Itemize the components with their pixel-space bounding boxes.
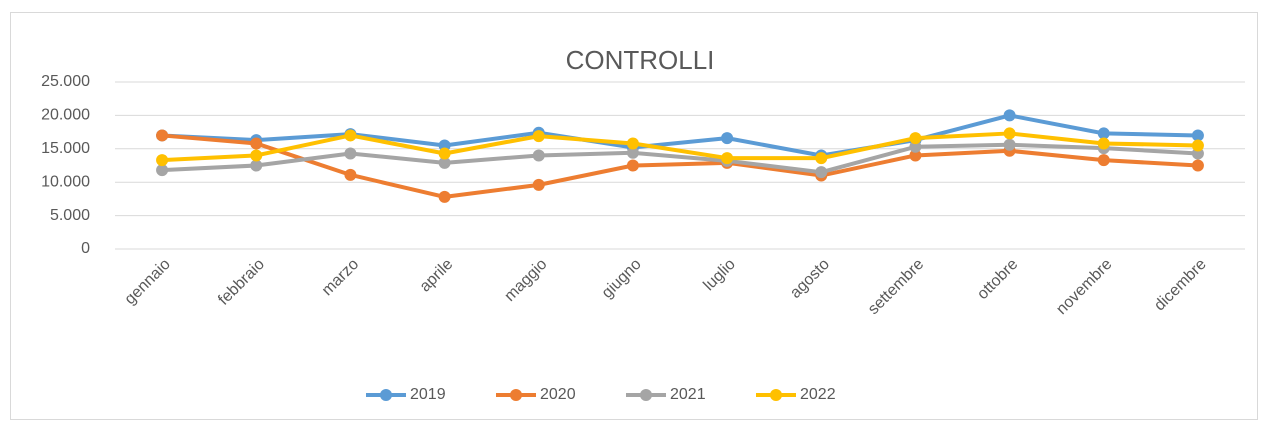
chart-title: CONTROLLI [566,45,715,75]
y-tick-label: 15.000 [41,140,90,157]
point [344,147,357,160]
series-line [161,133,1199,199]
point [344,129,357,142]
point [438,156,451,169]
legend-marker [770,389,782,401]
point [438,147,451,160]
y-tick-label: 20.000 [41,107,90,124]
point [532,130,545,143]
point [721,152,734,165]
legend-marker [640,389,652,401]
point [438,190,451,203]
point [909,132,922,145]
point [626,137,639,150]
point [1097,154,1110,167]
y-tick-label: 10.000 [41,173,90,190]
point [1191,139,1204,152]
series-line [161,113,1198,158]
point [344,168,357,181]
legend-label: 2019 [410,386,446,403]
point [1097,127,1110,140]
point [250,159,263,172]
point [909,149,922,162]
y-tick-label: 25.000 [41,73,90,90]
point [626,146,639,159]
point [1191,159,1204,172]
point [532,178,545,191]
point [1003,127,1016,140]
legend-marker [510,389,522,401]
point [1191,129,1204,142]
y-tick-label: 5.000 [50,207,90,224]
point [156,164,169,177]
point [250,137,263,150]
series-line [161,131,1198,163]
point [815,166,828,179]
point [532,149,545,162]
legend-label: 2022 [800,386,836,403]
point [1003,138,1016,151]
point [1097,137,1110,150]
legend-label: 2020 [540,386,576,403]
legend-marker [380,389,392,401]
series-line [161,142,1199,175]
point [1003,109,1016,122]
point [250,149,263,162]
legend-label: 2021 [670,386,706,403]
point [156,154,169,167]
y-tick-label: 0 [81,240,90,257]
point [815,152,828,165]
point [909,140,922,153]
point [721,132,734,145]
point [626,159,639,172]
point [156,129,169,142]
